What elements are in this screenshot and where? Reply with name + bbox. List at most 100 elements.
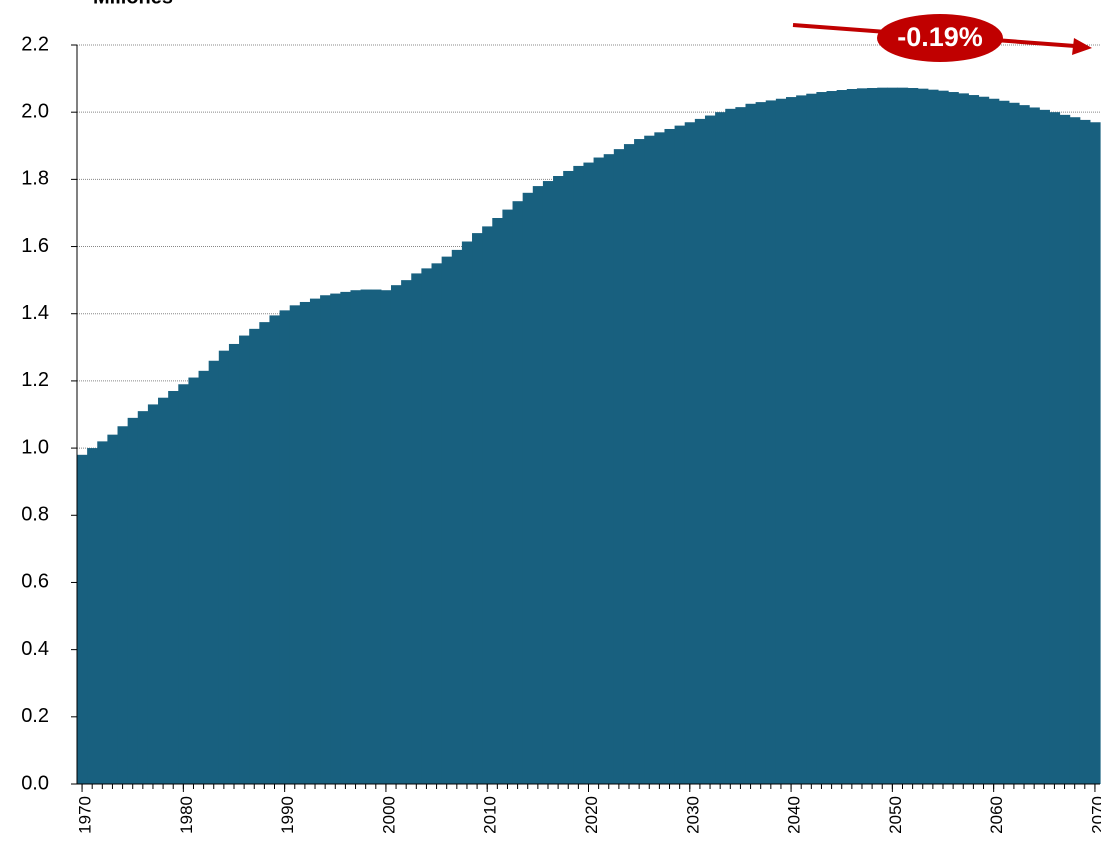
bar [623,144,635,784]
bar [249,328,260,784]
bar [77,454,88,784]
bar [259,322,271,784]
bar [664,128,676,784]
bar [97,441,108,784]
bar [725,108,736,784]
x-tick-label: 2070 [1088,796,1101,834]
bar [948,92,959,784]
bar [907,87,919,785]
y-tick-label: 1.2 [21,369,49,391]
bar [1039,109,1050,785]
bar [978,96,990,785]
bar [289,305,301,784]
bar [228,343,240,784]
bar [350,290,362,784]
y-tick-label: 0.4 [21,638,49,660]
bar [877,87,888,784]
x-tick-label: 1980 [177,796,196,834]
bar [674,125,686,785]
bar [583,162,595,784]
bar [553,176,564,785]
bar [654,132,666,784]
chart-title: Millones [93,0,173,8]
bar [937,90,949,784]
bar [593,157,605,784]
bar [87,448,98,784]
y-tick-label: 1.0 [21,436,49,458]
bar [826,91,838,785]
x-tick-label: 2000 [379,796,398,834]
bar [1089,122,1101,784]
bar [1008,102,1020,784]
bar [421,268,433,785]
bar [239,335,250,784]
bar [897,87,909,784]
y-tick-label: 0.6 [21,571,49,593]
bar [309,298,321,784]
x-tick-label: 2030 [683,796,702,834]
bar [502,209,514,784]
bar [816,92,828,784]
bar [715,112,726,784]
annotation: -0.19% [897,22,983,52]
bar [796,95,807,785]
bar [441,256,453,784]
bar [461,241,473,784]
bar [917,88,929,784]
bar [644,135,655,785]
bar [542,181,554,784]
bar [482,226,493,784]
bar [147,404,159,784]
bar [137,411,149,784]
bar [745,103,757,785]
bar [320,295,331,784]
bar [846,89,858,784]
y-tick-label: 2.2 [21,33,49,55]
bar [208,360,220,784]
bar [573,165,585,785]
bar [998,100,1010,784]
arrow-head [1072,38,1092,55]
bar [218,350,230,784]
y-tick-label: 2.0 [21,100,49,122]
bar [755,102,767,784]
bar [168,390,179,784]
y-tick-label: 1.6 [21,235,49,257]
y-tick-label: 0.8 [21,504,49,526]
bar [380,290,392,784]
bar [1059,114,1071,785]
bar [613,149,625,784]
bar [390,285,402,784]
bar [1029,107,1040,785]
y-tick-label: 1.4 [21,302,49,324]
x-tick-label: 1970 [76,796,95,834]
bar [927,89,939,785]
y-tick-label: 0.0 [21,772,49,794]
bar [188,377,200,784]
bar [107,434,119,784]
x-tick-label: 1990 [278,796,297,834]
bar [887,87,899,784]
bar [958,93,969,784]
x-tick-label: 2050 [886,796,905,834]
bar [401,280,412,784]
bar [603,154,615,784]
bar [775,98,787,784]
bar [127,417,139,784]
bar [1069,117,1081,784]
bar [370,289,382,784]
bar [117,426,129,784]
bar [411,273,422,784]
bar [786,97,797,784]
bar [472,233,483,785]
bar [492,217,504,785]
bar [704,115,716,785]
bar [178,384,190,784]
bar [968,95,980,784]
x-tick-label: 2060 [987,796,1006,834]
bar [867,87,878,785]
bar [1049,112,1061,784]
bar [451,249,463,784]
